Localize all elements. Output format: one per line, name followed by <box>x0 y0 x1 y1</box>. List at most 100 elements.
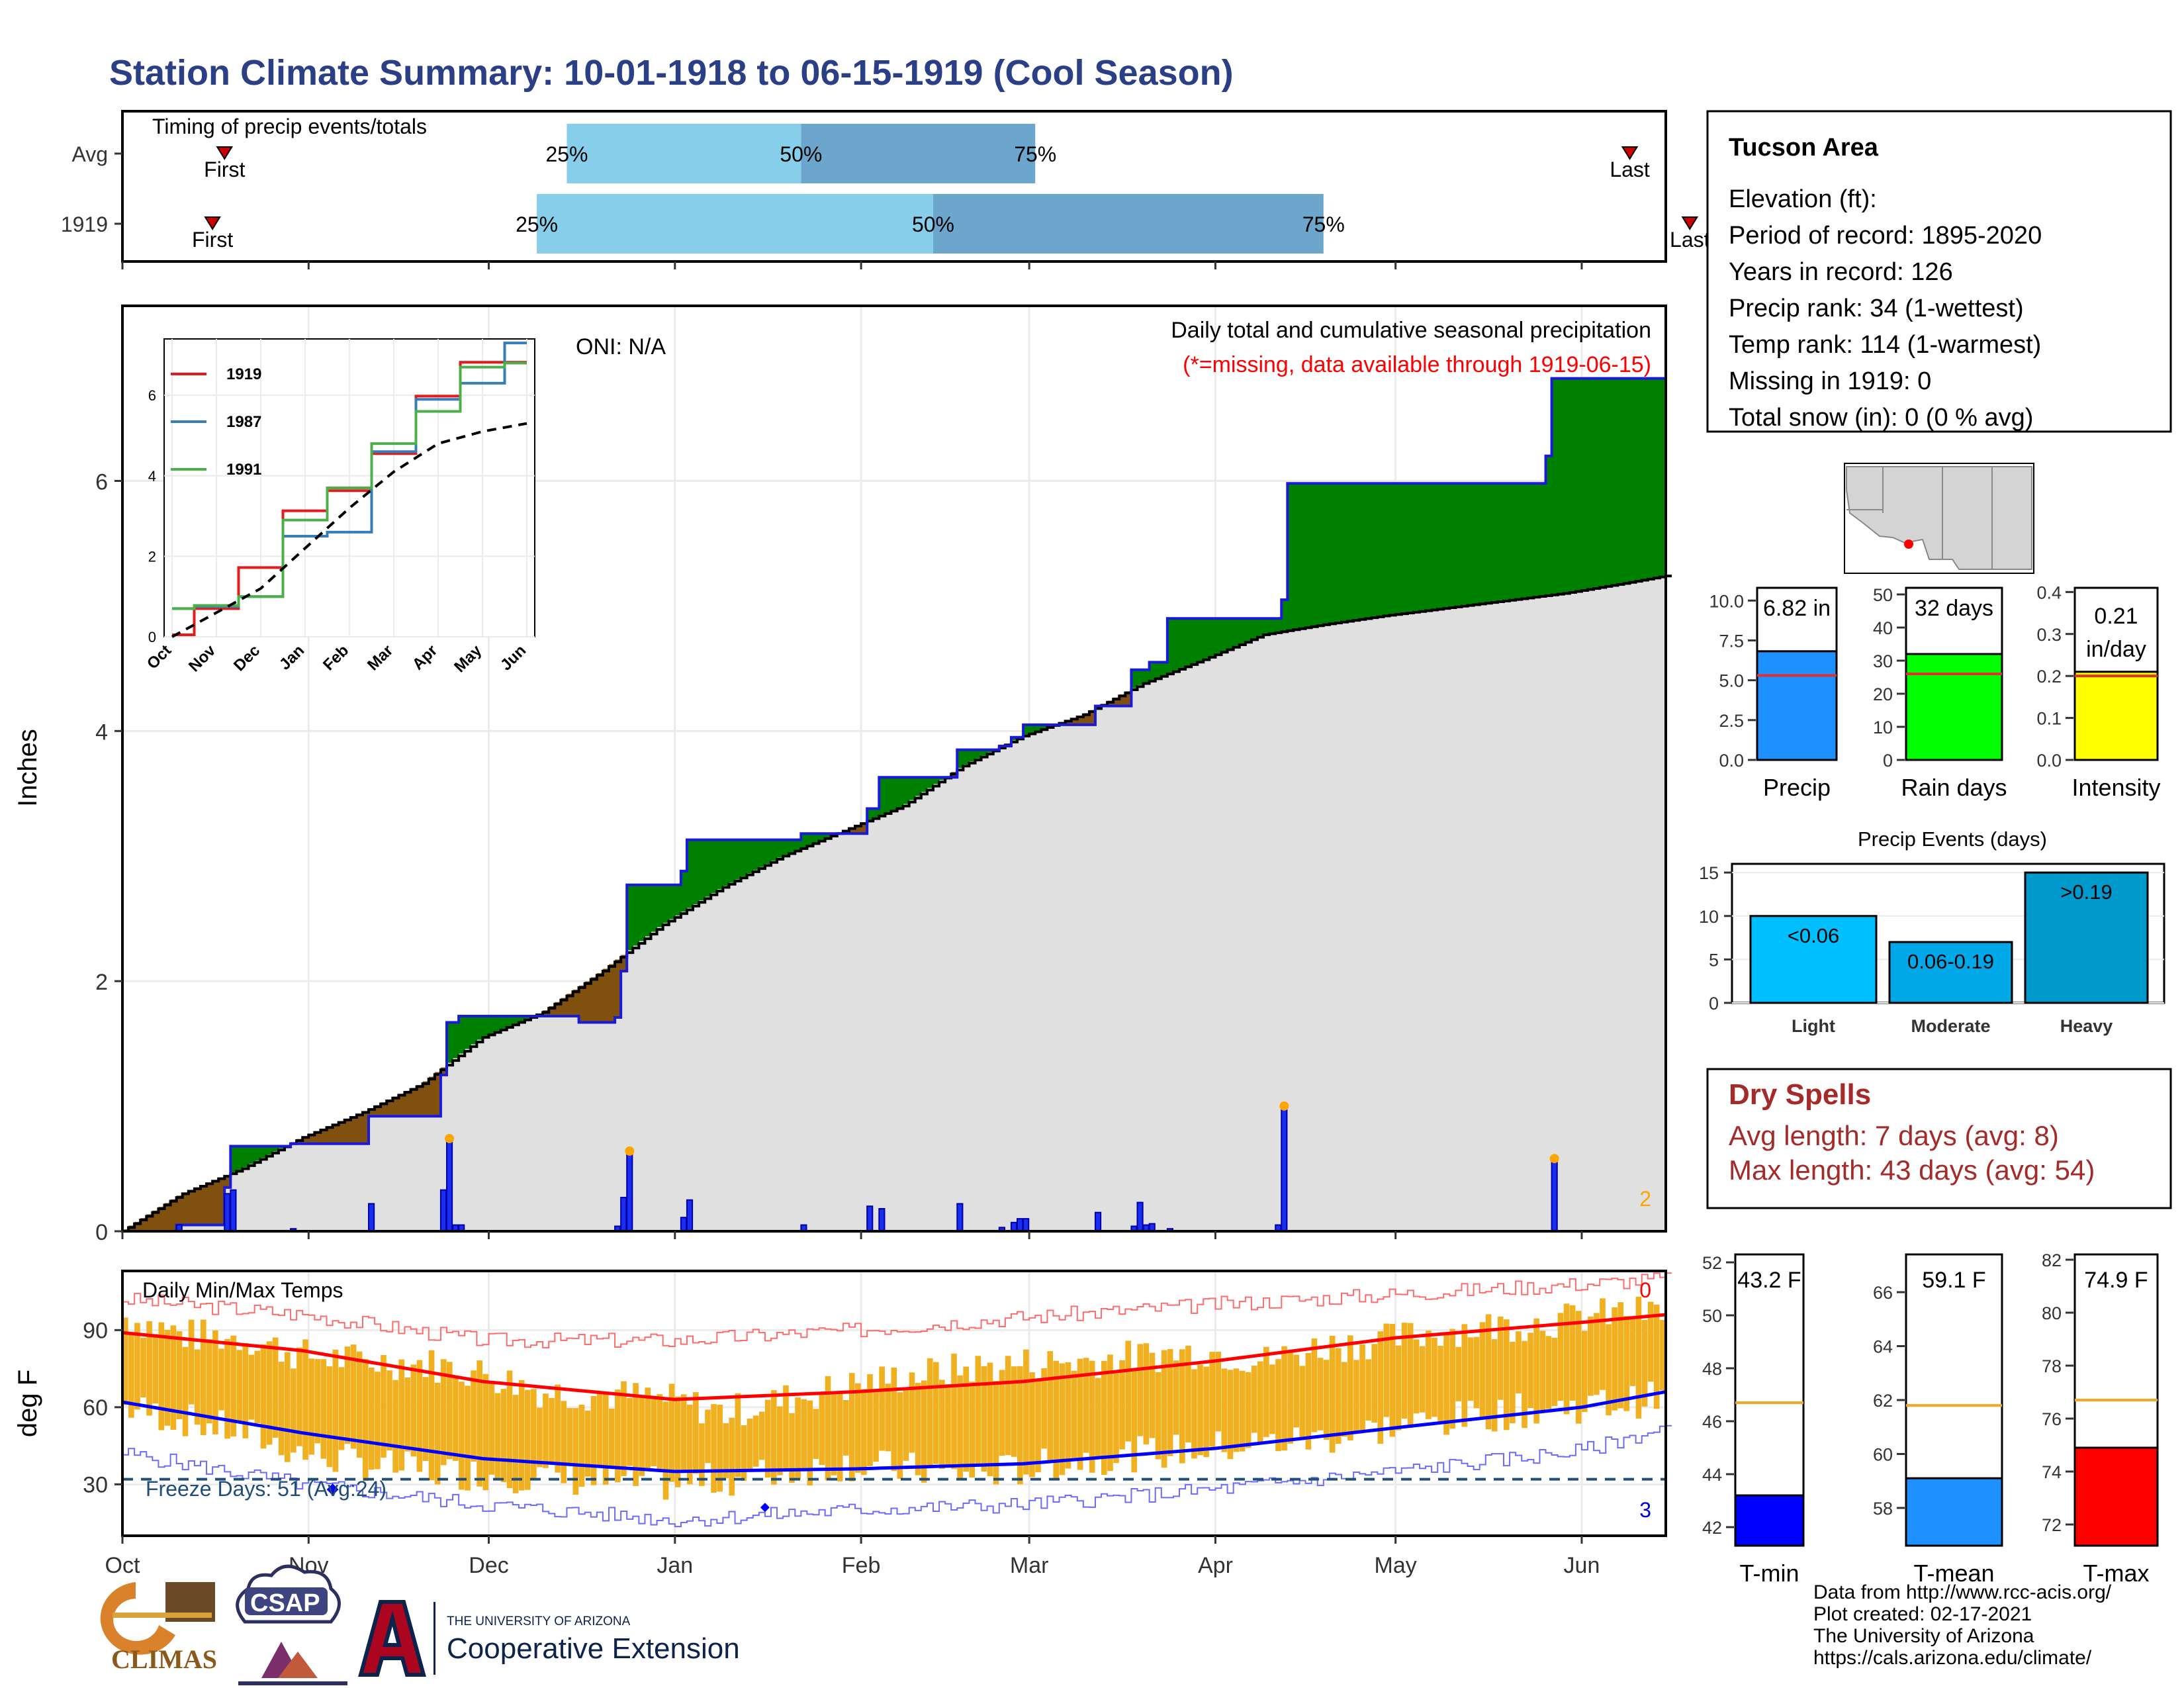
daily-temp-bar <box>1413 1339 1420 1414</box>
daily-temp-bar <box>1516 1331 1522 1393</box>
precip-anomaly-band <box>1365 483 1372 618</box>
precip-anomaly-band <box>921 777 928 792</box>
temp-bottom-count: 3 <box>1639 1498 1651 1522</box>
precip-anomaly-band <box>1119 694 1126 706</box>
info-line-2: Period of record: 1895-2020 <box>1729 222 2042 250</box>
daily-precip-bar <box>686 1199 694 1232</box>
precip-anomaly-band <box>1557 378 1565 594</box>
inset-legend-label: 1987 <box>226 413 261 431</box>
daily-temp-bar <box>381 1354 387 1458</box>
daily-temp-bar <box>1023 1349 1029 1475</box>
precip-anomaly-band <box>266 1146 273 1155</box>
daily-temp-bar <box>891 1367 897 1472</box>
daily-temp-bar <box>1251 1366 1257 1433</box>
temps-1-category-label: T-mean <box>1913 1560 1994 1587</box>
precip-anomaly-band <box>224 1174 231 1188</box>
daily-temp-bar <box>572 1408 579 1495</box>
precip-anomaly-band <box>1419 483 1426 612</box>
daily-temp-bar <box>549 1397 555 1462</box>
precip-anomaly-band <box>1389 483 1396 615</box>
daily-precip-bar <box>1017 1218 1024 1233</box>
inset-series-1991 <box>172 361 527 610</box>
daily-temp-bar <box>608 1408 615 1468</box>
precip-anomaly-band <box>1504 483 1510 601</box>
totals-0-ytick-label: 7.5 <box>1719 631 1744 651</box>
info-line-4: Precip rank: 34 (1-wettest) <box>1729 295 2024 322</box>
precip-anomaly-band <box>320 1129 328 1144</box>
precip-anomaly-band <box>1479 483 1486 604</box>
inset-avg-line <box>171 422 527 638</box>
daily-temp-bar <box>783 1385 789 1470</box>
precip-anomaly-band <box>134 1221 141 1231</box>
precip-anomaly-band <box>1233 618 1240 646</box>
precip-anomaly-band <box>1647 378 1655 579</box>
daily-temp-bar <box>789 1413 795 1483</box>
precip-anomaly-band <box>729 839 736 883</box>
temps-1-ytick-label: 62 <box>1873 1391 1893 1411</box>
daily-temp-bar <box>266 1341 273 1445</box>
daily-temp-bar <box>308 1358 314 1455</box>
daily-temp-bar <box>284 1352 291 1462</box>
precip-anomaly-band <box>1635 378 1643 581</box>
daily-temp-bar <box>831 1392 837 1476</box>
precip-anomaly-band <box>326 1126 334 1144</box>
precip-anomaly-band <box>621 955 627 972</box>
daily-temp-bar <box>752 1415 759 1467</box>
precip-anomaly-band <box>1011 737 1018 741</box>
precip-anomaly-band <box>1401 483 1408 614</box>
daily-temp-bar <box>488 1383 495 1475</box>
precip-anomaly-band <box>1533 483 1541 597</box>
precip-anomaly-band <box>1407 483 1414 613</box>
precip-anomaly-band <box>1516 483 1522 600</box>
temps-2-ytick-label: 72 <box>2042 1515 2062 1535</box>
timing-marker-label: First <box>192 228 233 252</box>
daily-temp-bar <box>1119 1360 1125 1450</box>
ua-small-text: THE UNIVERSITY OF ARIZONA <box>447 1615 631 1628</box>
daily-temp-bar <box>975 1356 981 1465</box>
month-label: Apr <box>1198 1553 1233 1578</box>
precip-anomaly-band <box>561 998 568 1017</box>
daily-temp-bar <box>500 1389 507 1483</box>
precip-anomaly-band <box>471 1016 477 1045</box>
daily-temp-bar <box>1504 1319 1510 1430</box>
precip-anomaly-band <box>1437 483 1444 609</box>
precip-panel: 0 2 4 6 Inches ONI: N/A Daily total and cumula… <box>13 305 1672 1245</box>
daily-precip-bar <box>1281 1107 1288 1233</box>
record-high-line <box>122 1272 1672 1348</box>
timing-marker <box>1621 146 1639 160</box>
totals-0-ytick-label: 10.0 <box>1709 591 1744 611</box>
precip-anomaly-band <box>662 884 670 923</box>
precip-anomaly-band <box>789 839 796 853</box>
precip-anomaly-band <box>891 777 898 810</box>
daily-temp-bar <box>494 1393 501 1480</box>
daily-temp-bar <box>1107 1354 1113 1472</box>
precip-anomaly-band <box>1383 483 1390 616</box>
map-land <box>1846 466 2032 570</box>
footer: CLIMAS CSAP THE UNIVERSITY OF ARIZONA Co… <box>100 1564 2112 1685</box>
freeze-days-label: Freeze Days: 51 (Avg:24) <box>146 1477 387 1501</box>
precip-anomaly-band <box>506 1016 514 1027</box>
daily-temp-bar <box>963 1366 969 1472</box>
daily-temp-bar <box>1173 1360 1179 1435</box>
daily-temp-bar <box>927 1358 933 1467</box>
large-event-marker <box>625 1146 635 1156</box>
precip-ytick-label: 6 <box>95 469 108 494</box>
daily-temp-bar <box>1569 1305 1576 1401</box>
precip-anomaly-band <box>1467 483 1475 606</box>
precip-anomaly-band <box>422 1081 430 1117</box>
daily-precip-bar <box>866 1205 874 1232</box>
daily-temp-bar <box>477 1360 482 1487</box>
daily-temp-bar <box>1359 1344 1365 1430</box>
precip-anomaly-band <box>867 808 874 820</box>
daily-temp-bar <box>362 1358 369 1481</box>
daily-temp-bar <box>1641 1319 1648 1407</box>
precip-anomaly-band <box>404 1090 412 1117</box>
temp-ytick-label: 30 <box>83 1472 108 1497</box>
precip-anomaly-band <box>1461 483 1469 606</box>
events-title: Precip Events (days) <box>1858 827 2047 851</box>
precip-anomaly-band <box>933 777 940 784</box>
page-title: Station Climate Summary: 10-01-1918 to 0… <box>109 53 1234 93</box>
precip-anomaly-band <box>657 884 664 927</box>
temp-plot-border <box>121 1270 1667 1537</box>
daily-temp-bar <box>1335 1348 1342 1444</box>
